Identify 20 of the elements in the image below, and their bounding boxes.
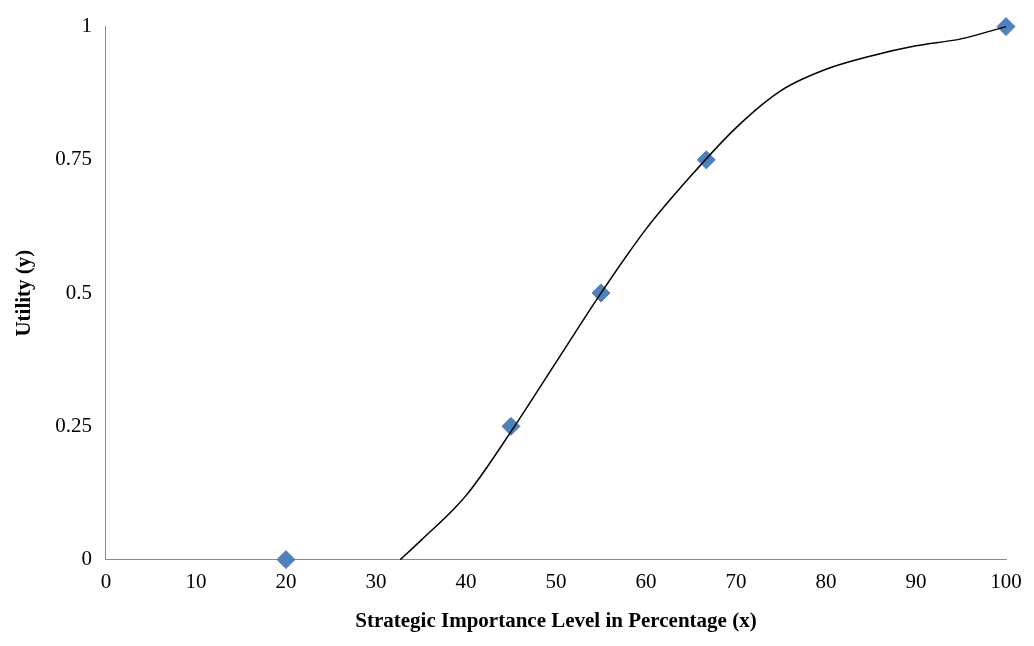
y-tick-label: 0.25 bbox=[55, 412, 92, 437]
x-tick-label: 100 bbox=[990, 568, 1022, 593]
x-tick-label: 40 bbox=[455, 568, 477, 593]
y-axis-title: Utility (y) bbox=[11, 249, 36, 337]
point bbox=[276, 550, 296, 570]
x-tick-label: 90 bbox=[905, 568, 927, 593]
x-tick-label: 70 bbox=[725, 568, 747, 593]
x-tick-label: 0 bbox=[100, 568, 112, 593]
y-tick-label: 0.75 bbox=[55, 146, 92, 171]
x-tick-label: 30 bbox=[365, 568, 387, 593]
y-tick-label: 1 bbox=[81, 13, 92, 38]
x-tick-label: 10 bbox=[185, 568, 207, 593]
x-tick-label: 80 bbox=[815, 568, 837, 593]
point bbox=[996, 17, 1016, 37]
y-tick-label: 0 bbox=[81, 546, 92, 571]
x-tick-label: 20 bbox=[275, 568, 297, 593]
x-tick-label: 50 bbox=[545, 568, 567, 593]
y-tick-label: 0.5 bbox=[65, 279, 92, 304]
x-axis-title: Strategic Importance Level in Percentage (x) bbox=[355, 607, 757, 632]
x-tick-label: 60 bbox=[635, 568, 657, 593]
